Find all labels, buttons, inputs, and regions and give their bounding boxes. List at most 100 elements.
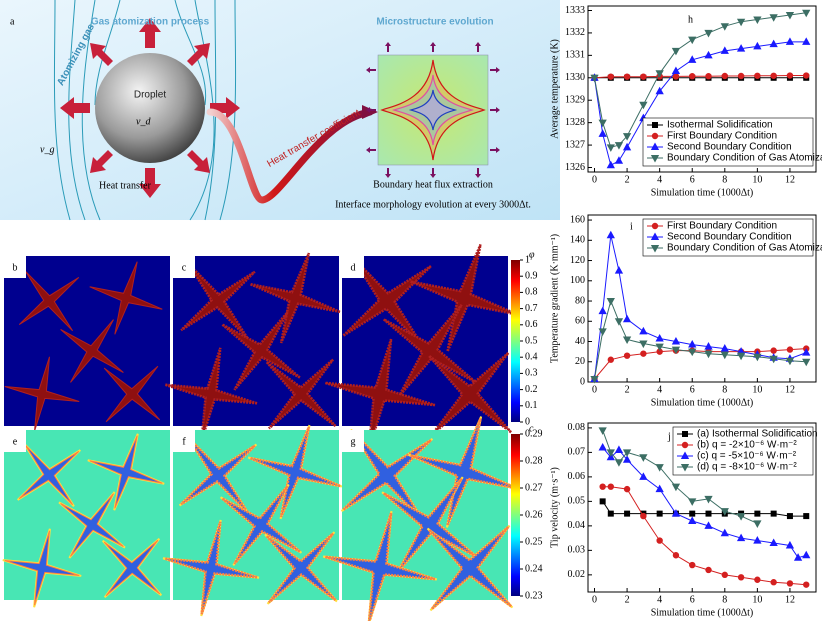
y-tick-label: 1332 [565,27,585,38]
dendrite [324,338,436,450]
point [623,352,631,359]
micro-panel: c [164,252,341,441]
flux-arrow [430,168,436,178]
legend-label: (b) q = -2×10⁻⁶ W·m⁻² [697,440,797,451]
point [639,326,648,335]
x-tick-label: 8 [722,594,727,605]
colorbar-tick-label: 0.9 [525,270,538,281]
point [640,350,647,357]
point [606,449,615,457]
point [704,29,713,38]
point [803,581,810,588]
point [599,483,606,490]
legend-label: (d) q = -8×10⁻⁶ W·m⁻² [697,462,797,473]
dendrite [180,437,256,513]
colorbar-tick-label: 0.1 [525,400,538,411]
x-tick-label: 10 [752,174,762,185]
dendrite [60,493,124,557]
micro-panel: d [324,244,518,450]
series-line [594,299,807,380]
y-tick-label: 40 [575,336,585,347]
point [622,314,632,323]
colorbar-tick-label: 0.23 [525,590,543,601]
x-tick-label: 8 [722,174,727,185]
legend-box [642,117,814,167]
legend-label: Second Boundary Condition [667,232,792,243]
y-tick-label: 0.02 [568,569,586,580]
colorbar [511,434,520,596]
series-line [594,235,807,380]
micro-panel: e [2,430,170,608]
legend-label: Boundary Condition of Gas Atomization [667,243,822,254]
point [689,73,696,80]
point [639,101,648,110]
point [688,55,697,63]
legend-label: First Boundary Condition [667,221,777,232]
point [614,142,624,150]
plot-frame [587,5,817,173]
chart: 0 2 4 6 8 10 12 1326 1327 1328 1329 1330 1331 1332 133… [549,5,822,199]
microstructures: b c de f gφ00.10.20.30.40.50.60.70.80.91c0.2… [2,244,543,621]
point [786,346,794,353]
flux-arrow [490,147,500,153]
x-tick-label: 12 [785,594,795,605]
point [689,561,696,569]
heading: Microstructure evolution [376,17,493,28]
point [705,73,712,80]
point [623,485,631,493]
point [682,431,688,437]
x-tick-label: 2 [625,594,630,605]
colorbar-title: φ [529,249,535,260]
panel-a: a Gas atomization process Microstructure… [0,0,560,221]
legend-label: (a) Isothermal Solidification [697,429,818,440]
point [655,333,664,342]
point [650,232,660,240]
point [688,36,697,45]
htc-curve [206,108,374,204]
point [622,336,632,345]
flux-arrow [475,42,481,52]
point [754,510,761,517]
point [769,355,778,364]
point [655,86,664,95]
point [656,537,663,544]
panel-label: j [667,431,671,442]
point [590,375,599,384]
y-tick-label: 120 [570,255,585,266]
point [655,70,664,78]
x-tick-label: 0 [592,594,597,605]
point [720,46,729,54]
point [754,72,761,79]
point [754,576,761,583]
micro-bg [4,256,170,426]
y-tick-label: 1328 [565,117,585,128]
point [671,346,681,355]
x-tick-label: 4 [657,594,662,605]
point [656,510,663,517]
point [614,266,624,274]
point [606,230,615,239]
point [688,498,697,506]
point [786,580,794,587]
dendrite [324,512,436,621]
dendrite [221,311,301,391]
point [688,340,697,348]
point [606,144,615,152]
panel-label: h [688,14,693,25]
y-tick-label: 0.07 [568,447,586,458]
y-tick-label: 0 [580,376,585,387]
x-tick-label: 8 [722,384,727,395]
dendrite [4,356,80,432]
label-box [173,256,195,278]
point [704,50,713,59]
x-tick-label: 2 [625,174,630,185]
flux-arrow [366,107,376,113]
y-tick-label: 100 [570,275,585,286]
panel-label: i [630,221,633,232]
point [720,344,729,352]
point [802,550,811,559]
point [622,455,632,463]
point [652,122,658,128]
dendrite [221,485,301,565]
point [655,484,664,493]
